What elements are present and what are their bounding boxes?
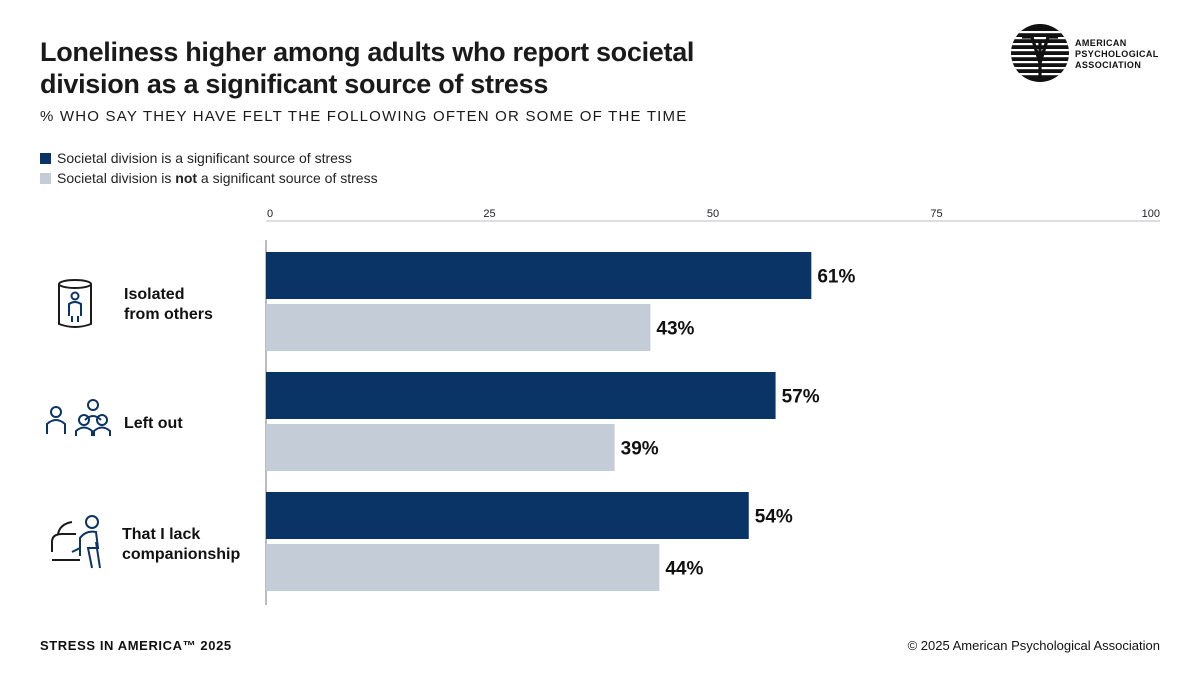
data-label-not-significant-1: 39% [621, 439, 659, 460]
footer-series-name: STRESS IN AMERICA™ 2025 [40, 638, 232, 653]
category-label-left-out: Left out [124, 415, 183, 432]
category-label-isolated: Isolated from others [124, 286, 213, 323]
footer-copyright: © 2025 American Psychological Associatio… [907, 638, 1160, 653]
legend-item-not-significant: Societal division is not a significant s… [40, 168, 378, 188]
apa-logo-icon [1011, 24, 1069, 82]
legend-item-significant: Societal division is a significant sourc… [40, 148, 378, 168]
data-label-not-significant-0: 43% [656, 319, 694, 340]
lack-companionship-icon [51, 515, 101, 569]
x-tick-label-50: 50 [707, 208, 719, 220]
chart-title: Loneliness higher among adults who repor… [40, 37, 695, 99]
bar-significant-2 [266, 492, 749, 539]
legend-label-significant: Societal division is a significant sourc… [57, 150, 352, 166]
bar-significant-0 [266, 252, 812, 299]
left-out-people-icon [46, 399, 111, 436]
apa-logo-text: AMERICAN PSYCHOLOGICAL ASSOCIATION [1075, 38, 1159, 70]
data-label-not-significant-2: 44% [665, 559, 703, 580]
x-tick-label-0: 0 [267, 208, 273, 220]
data-label-significant-0: 61% [817, 267, 855, 288]
bar-not-significant-0 [266, 304, 651, 351]
legend-swatch-significant [40, 152, 51, 164]
chart-subtitle: % WHO SAY THEY HAVE FELT THE FOLLOWING O… [40, 108, 688, 125]
bar-not-significant-1 [266, 424, 615, 471]
legend-swatch-not-significant [40, 172, 51, 184]
data-label-significant-2: 54% [755, 507, 793, 528]
apa-logo: AMERICAN PSYCHOLOGICAL ASSOCIATION [1010, 23, 1160, 83]
data-label-significant-1: 57% [782, 387, 820, 408]
legend-bold-not: not [175, 170, 198, 186]
category-label-companionship: That I lack companionship [122, 526, 241, 563]
bar-significant-1 [266, 372, 776, 419]
bar-not-significant-2 [266, 544, 660, 591]
x-tick-label-25: 25 [483, 208, 495, 220]
isolated-person-icon [58, 279, 92, 328]
legend-label-not-significant: Societal division is not a significant s… [57, 170, 378, 186]
legend: Societal division is a significant sourc… [40, 148, 378, 188]
x-tick-label-100: 100 [1142, 208, 1160, 220]
x-tick-label-75: 75 [930, 208, 942, 220]
